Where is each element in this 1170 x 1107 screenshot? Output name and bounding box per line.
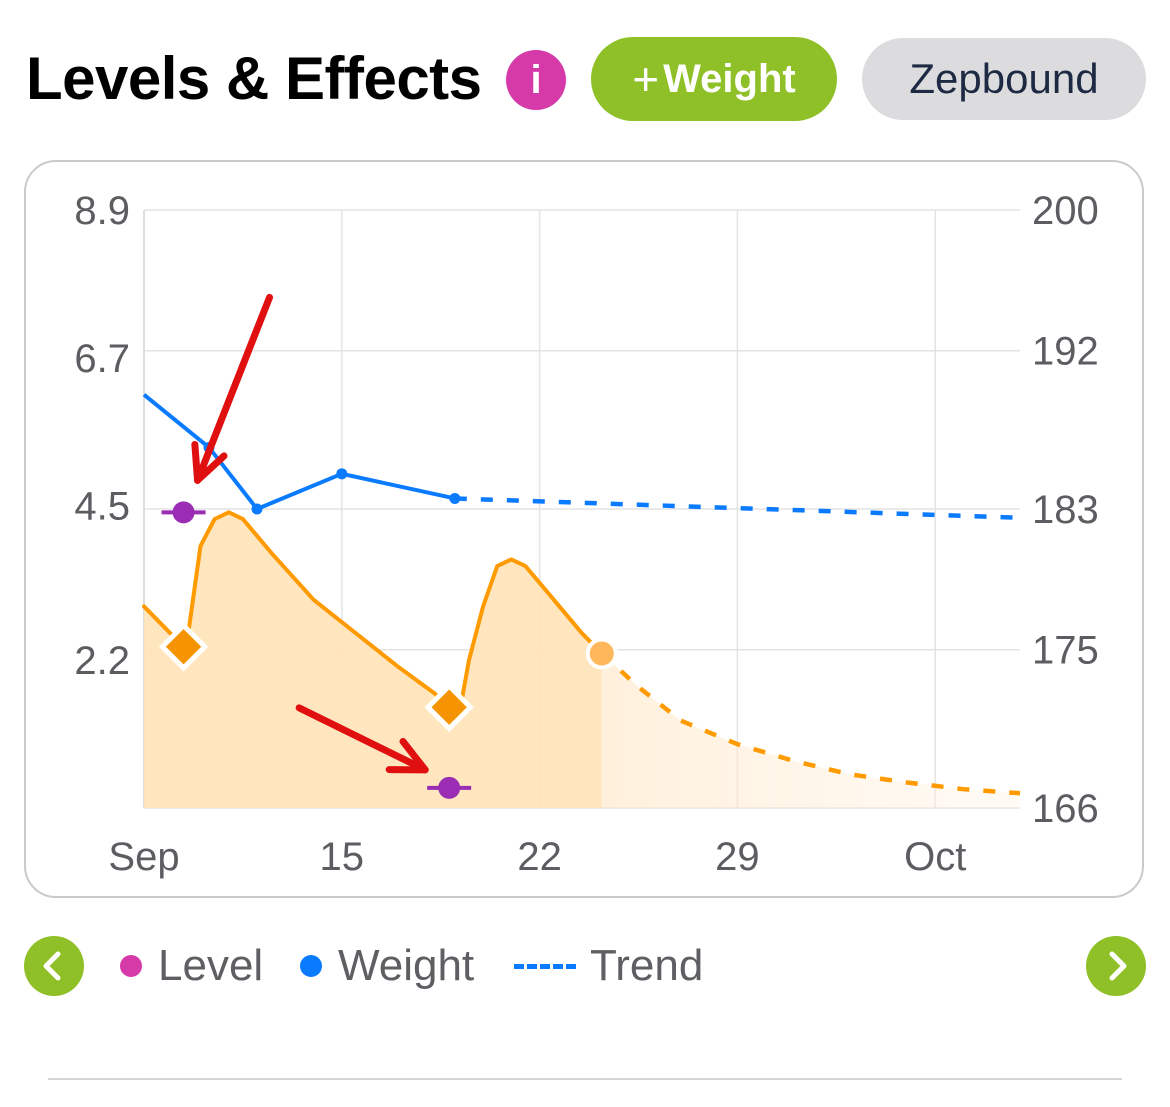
plus-icon: + xyxy=(632,53,660,105)
chart-card xyxy=(24,160,1144,898)
level-line xyxy=(142,510,604,710)
weight-point xyxy=(251,503,263,515)
level-area xyxy=(144,512,602,808)
y-left-tick-label: 8.9 xyxy=(74,189,130,233)
purple-marker xyxy=(172,501,195,524)
x-tick-label: 22 xyxy=(517,835,562,879)
annotation-arrow-head xyxy=(191,440,228,484)
y-right-tick-label: 200 xyxy=(1032,189,1099,233)
levels-chart[interactable]: 8.9 6.7 4.5 2.2 200 192 183 175 166 Sep 15 22 29 Oct xyxy=(0,0,1170,910)
y-right-tick-label: 192 xyxy=(1032,330,1099,374)
weight-point xyxy=(336,468,348,480)
next-period-button[interactable] xyxy=(1086,936,1146,996)
y-right-tick-label: 166 xyxy=(1032,787,1099,831)
divider xyxy=(48,1078,1122,1080)
info-icon: i xyxy=(530,57,542,102)
chevron-right-icon xyxy=(1109,951,1127,981)
add-weight-button[interactable]: + Weight xyxy=(591,37,837,121)
y-right-tick-label: 175 xyxy=(1032,629,1099,673)
trend-line xyxy=(454,496,1021,521)
info-button[interactable]: i xyxy=(506,50,566,110)
y-left-tick-label: 2.2 xyxy=(74,639,130,683)
drug-selector-button[interactable]: Zepbound xyxy=(862,38,1146,120)
legend-weight-label: Weight xyxy=(338,941,475,990)
drug-label: Zepbound xyxy=(909,55,1099,102)
add-weight-label: Weight xyxy=(663,56,796,101)
level-projection-area xyxy=(601,653,1020,808)
legend-level-label: Level xyxy=(158,941,264,990)
dose-marker xyxy=(158,621,209,672)
annotation-arrow-shaft xyxy=(295,704,429,774)
trend-dash-icon xyxy=(514,963,576,969)
purple-marker xyxy=(438,776,461,799)
annotation-arrow-head xyxy=(385,737,429,774)
y-left-tick-label: 6.7 xyxy=(74,337,130,381)
previous-period-button[interactable] xyxy=(24,936,84,996)
legend-weight: Weight xyxy=(300,938,474,994)
x-tick-label: 15 xyxy=(320,835,365,879)
page-title: Levels & Effects xyxy=(26,45,482,112)
legend-trend: Trend xyxy=(514,938,703,994)
x-tick-label: Oct xyxy=(904,835,966,879)
weight-dot-icon xyxy=(300,955,322,977)
chevron-left-icon xyxy=(43,951,61,981)
x-tick-label: 29 xyxy=(715,835,760,879)
x-tick-label: Sep xyxy=(108,835,179,879)
legend-level: Level xyxy=(120,938,263,994)
y-right-tick-label: 183 xyxy=(1032,488,1099,532)
header: Levels & Effects i + Weight Zepbound xyxy=(0,0,1170,150)
level-dot-icon xyxy=(120,955,142,977)
legend-trend-label: Trend xyxy=(590,941,704,990)
annotation-arrow-shaft xyxy=(194,293,274,484)
y-left-tick-label: 4.5 xyxy=(74,485,130,529)
dose-marker xyxy=(424,682,474,732)
weight-line xyxy=(142,393,456,511)
current-level-marker xyxy=(585,637,618,670)
